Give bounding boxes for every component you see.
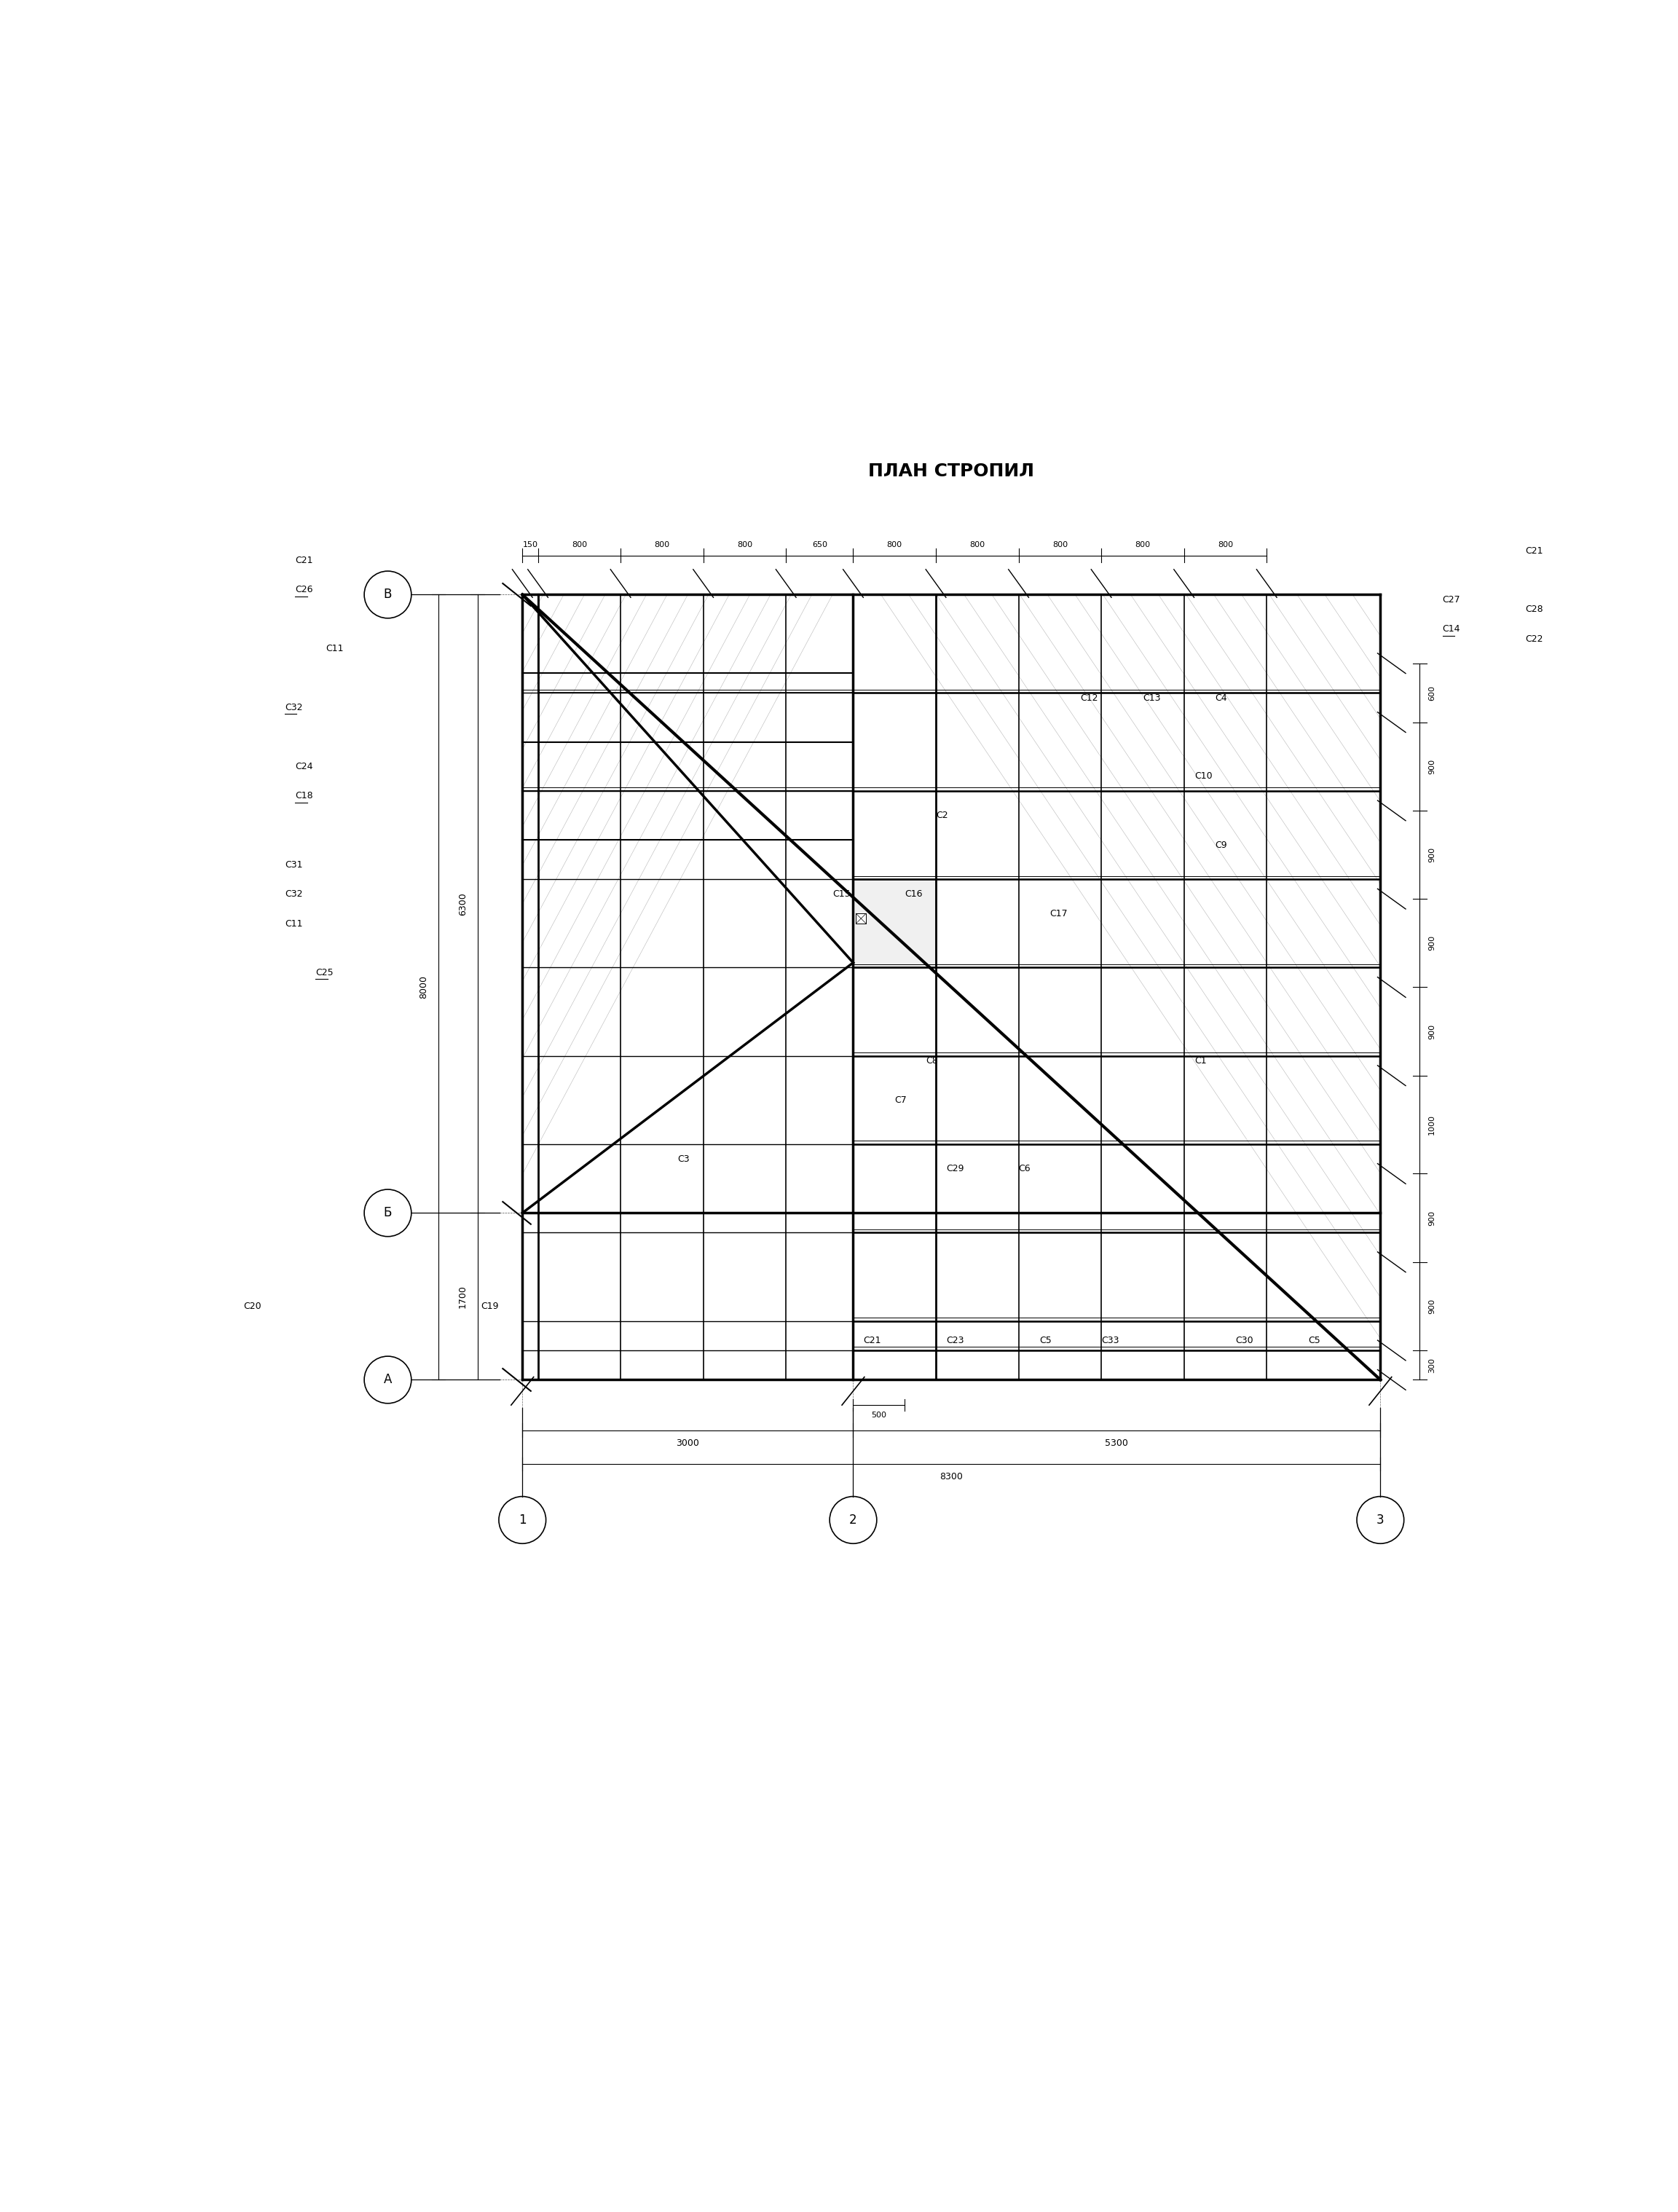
Text: 8000: 8000 (420, 975, 428, 1000)
Text: С21: С21 (1525, 546, 1544, 555)
Text: С19: С19 (482, 1301, 498, 1312)
Text: С24: С24 (295, 761, 312, 772)
Text: С1: С1 (1195, 1057, 1206, 1066)
Text: 3: 3 (1376, 1513, 1384, 1526)
Text: 800: 800 (1134, 542, 1151, 549)
Text: 600: 600 (1428, 686, 1435, 701)
Text: 1000: 1000 (1428, 1115, 1435, 1135)
Text: С27: С27 (1443, 595, 1460, 604)
Text: С22: С22 (1525, 635, 1544, 644)
Text: 800: 800 (888, 542, 903, 549)
Text: С9: С9 (1215, 841, 1227, 849)
Bar (522, 595, 1381, 1380)
Text: 900: 900 (1428, 1210, 1435, 1225)
Text: С29: С29 (946, 1164, 965, 1175)
Text: 6300: 6300 (458, 891, 468, 916)
Text: 900: 900 (1428, 936, 1435, 951)
Text: С31: С31 (285, 860, 302, 869)
Text: С15: С15 (832, 889, 851, 898)
Text: С30: С30 (1235, 1336, 1253, 1345)
Text: С17: С17 (1050, 909, 1067, 918)
Text: 2: 2 (849, 1513, 857, 1526)
Text: 150: 150 (522, 542, 537, 549)
Text: С28: С28 (1525, 604, 1544, 615)
Text: Б: Б (384, 1206, 393, 1219)
Text: С3: С3 (678, 1155, 690, 1164)
Text: 800: 800 (1052, 542, 1067, 549)
Text: С25: С25 (315, 969, 334, 978)
Text: 900: 900 (1428, 1298, 1435, 1314)
Text: ПЛАН СТРОПИЛ: ПЛАН СТРОПИЛ (868, 462, 1034, 480)
Text: 800: 800 (970, 542, 985, 549)
Text: С10: С10 (1195, 772, 1212, 781)
Text: В: В (384, 588, 393, 602)
Text: 800: 800 (737, 542, 752, 549)
Text: С16: С16 (904, 889, 923, 898)
Text: С32: С32 (285, 703, 302, 712)
Text: С32: С32 (285, 889, 302, 898)
Text: С7: С7 (894, 1095, 906, 1106)
Text: С14: С14 (1443, 624, 1460, 635)
Text: С5: С5 (1039, 1336, 1052, 1345)
Text: С5: С5 (1309, 1336, 1321, 1345)
Text: С2: С2 (936, 812, 948, 821)
Text: 900: 900 (1428, 847, 1435, 863)
Text: 5300: 5300 (1106, 1438, 1128, 1449)
Text: С13: С13 (1143, 692, 1161, 703)
Text: С11: С11 (326, 644, 344, 653)
Bar (856, 914, 866, 925)
Text: С21: С21 (864, 1336, 881, 1345)
Text: 1: 1 (519, 1513, 527, 1526)
Text: 500: 500 (871, 1411, 886, 1420)
Text: С6: С6 (1019, 1164, 1030, 1175)
Text: 8300: 8300 (940, 1473, 963, 1482)
Text: 900: 900 (1428, 759, 1435, 774)
Text: 650: 650 (812, 542, 827, 549)
Text: С23: С23 (946, 1336, 965, 1345)
Text: С18: С18 (295, 792, 312, 801)
Bar (852, 878, 936, 967)
Text: С4: С4 (1215, 692, 1227, 703)
Bar (522, 595, 852, 1212)
Text: С21: С21 (295, 555, 312, 566)
Text: С20: С20 (243, 1301, 262, 1312)
Text: 300: 300 (1428, 1358, 1435, 1374)
Text: 800: 800 (1218, 542, 1233, 549)
Text: 1700: 1700 (458, 1285, 468, 1307)
Text: С8: С8 (926, 1057, 938, 1066)
Text: 800: 800 (654, 542, 670, 549)
Text: 900: 900 (1428, 1024, 1435, 1040)
Text: С33: С33 (1101, 1336, 1119, 1345)
Text: 800: 800 (572, 542, 587, 549)
Text: А: А (384, 1374, 393, 1387)
Text: 3000: 3000 (676, 1438, 700, 1449)
Text: С11: С11 (285, 918, 302, 929)
Text: С26: С26 (295, 586, 312, 595)
Text: С12: С12 (1081, 692, 1099, 703)
